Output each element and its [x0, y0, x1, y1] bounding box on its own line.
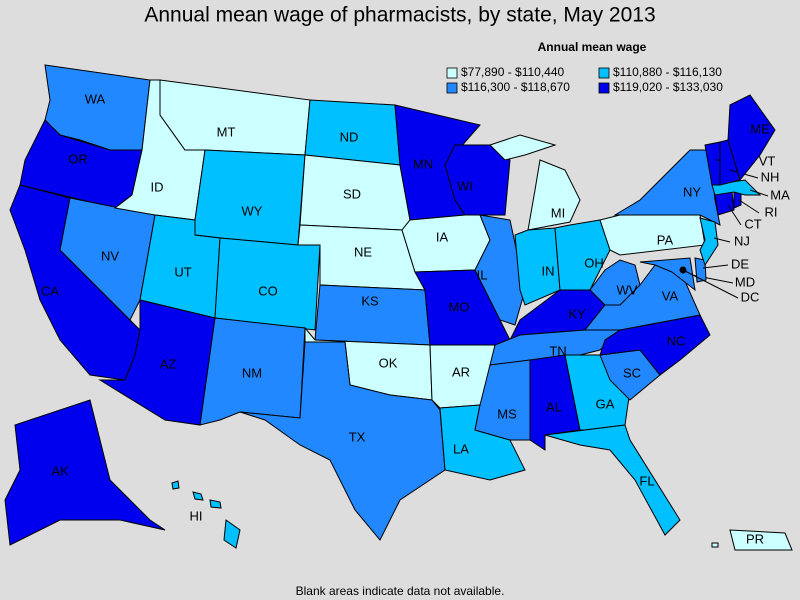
state-shape [733, 191, 742, 209]
legend-label: $116,300 - $118,670 [461, 80, 570, 94]
state-label: NH [761, 169, 780, 184]
state-label: NC [667, 333, 686, 348]
state-label: NY [683, 184, 701, 199]
state-label: MA [770, 187, 790, 202]
footnote: Blank areas indicate data not available. [296, 584, 505, 598]
state-shape [192, 491, 204, 501]
state-label: IL [477, 267, 488, 282]
state-shape [209, 499, 222, 509]
leader-line [738, 199, 760, 214]
state-shape [4, 399, 166, 546]
state-shape [589, 259, 641, 306]
state-label: TX [349, 429, 366, 444]
state-label: SD [343, 186, 361, 201]
leader-line [727, 204, 742, 226]
state-shape [711, 542, 719, 548]
state-label: NE [354, 244, 372, 259]
legend-swatch [446, 67, 458, 79]
state-shape [599, 214, 706, 256]
state-label: SC [623, 365, 641, 380]
state-label: IN [542, 263, 555, 278]
state-label: KS [361, 293, 379, 308]
state-shape [527, 159, 581, 231]
state-label: AR [452, 364, 470, 379]
state-label: VT [759, 153, 776, 168]
state-label: FL [639, 473, 654, 488]
state-shape [729, 529, 793, 551]
state-shape [489, 134, 557, 161]
state-label: MT [217, 124, 236, 139]
state-shape [474, 214, 526, 326]
state-label: ND [340, 129, 359, 144]
legend-label: $77,890 - $110,440 [461, 65, 565, 79]
state-shape [544, 424, 681, 536]
state-label: UT [174, 264, 191, 279]
state-label: OH [584, 255, 604, 270]
state-label: WY [242, 203, 263, 218]
state-label: MN [413, 156, 433, 171]
state-label: NJ [734, 233, 750, 248]
state-label: OR [68, 151, 88, 166]
state-label: ID [151, 179, 164, 194]
map-title: Annual mean wage of pharmacists, by stat… [144, 4, 655, 27]
state-label: OK [379, 355, 398, 370]
state-label: KY [568, 306, 586, 321]
state-label: DE [731, 256, 749, 271]
state-label: ME [750, 121, 770, 136]
state-label: GA [596, 396, 615, 411]
legend-label: $119,020 - $133,030 [613, 80, 723, 94]
state-shape [599, 314, 711, 376]
leader-line [713, 237, 731, 243]
state-label: MI [551, 205, 565, 220]
legend-title: Annual mean wage [538, 40, 647, 54]
state-shape [714, 191, 735, 216]
legend-swatch [446, 82, 458, 94]
state-label: MO [449, 299, 470, 314]
state-label: PR [746, 531, 764, 546]
state-label: MS [497, 406, 517, 421]
state-shape [727, 94, 776, 182]
leader-line [749, 189, 769, 197]
state-label: PA [657, 232, 674, 247]
state-label: WV [617, 282, 638, 297]
state-shape [223, 519, 241, 549]
state-label: AZ [160, 356, 177, 371]
state-shape [613, 149, 721, 226]
state-shape [214, 237, 321, 331]
state-label: TN [549, 343, 566, 358]
leader-line [702, 264, 729, 269]
state-label: RI [765, 204, 778, 219]
state-shape [171, 480, 180, 490]
state-label: HI [190, 508, 203, 523]
legend-swatch [598, 82, 610, 94]
state-shape [699, 217, 719, 267]
state-shape [239, 341, 446, 541]
state-label: LA [453, 441, 469, 456]
state-label: MD [735, 274, 755, 289]
state-label: CT [744, 216, 761, 231]
leader-line [682, 269, 739, 299]
state-label: IA [436, 229, 449, 244]
state-shape [639, 257, 696, 292]
state-label: VA [662, 288, 679, 303]
state-shape [194, 149, 306, 246]
state-shape [444, 144, 511, 216]
state-shape [159, 79, 311, 156]
state-label: CO [258, 283, 278, 298]
legend-swatch [598, 67, 610, 79]
state-label: NV [101, 248, 119, 263]
state-label: DC [741, 289, 760, 304]
state-label: AK [51, 463, 69, 478]
state-label: WI [457, 178, 473, 193]
state-shape [694, 257, 707, 283]
legend-label: $110,880 - $116,130 [613, 65, 722, 79]
state-label: AL [546, 399, 562, 414]
state-label: NM [242, 365, 262, 380]
state-label: WA [85, 91, 106, 106]
state-label: CA [41, 283, 59, 298]
